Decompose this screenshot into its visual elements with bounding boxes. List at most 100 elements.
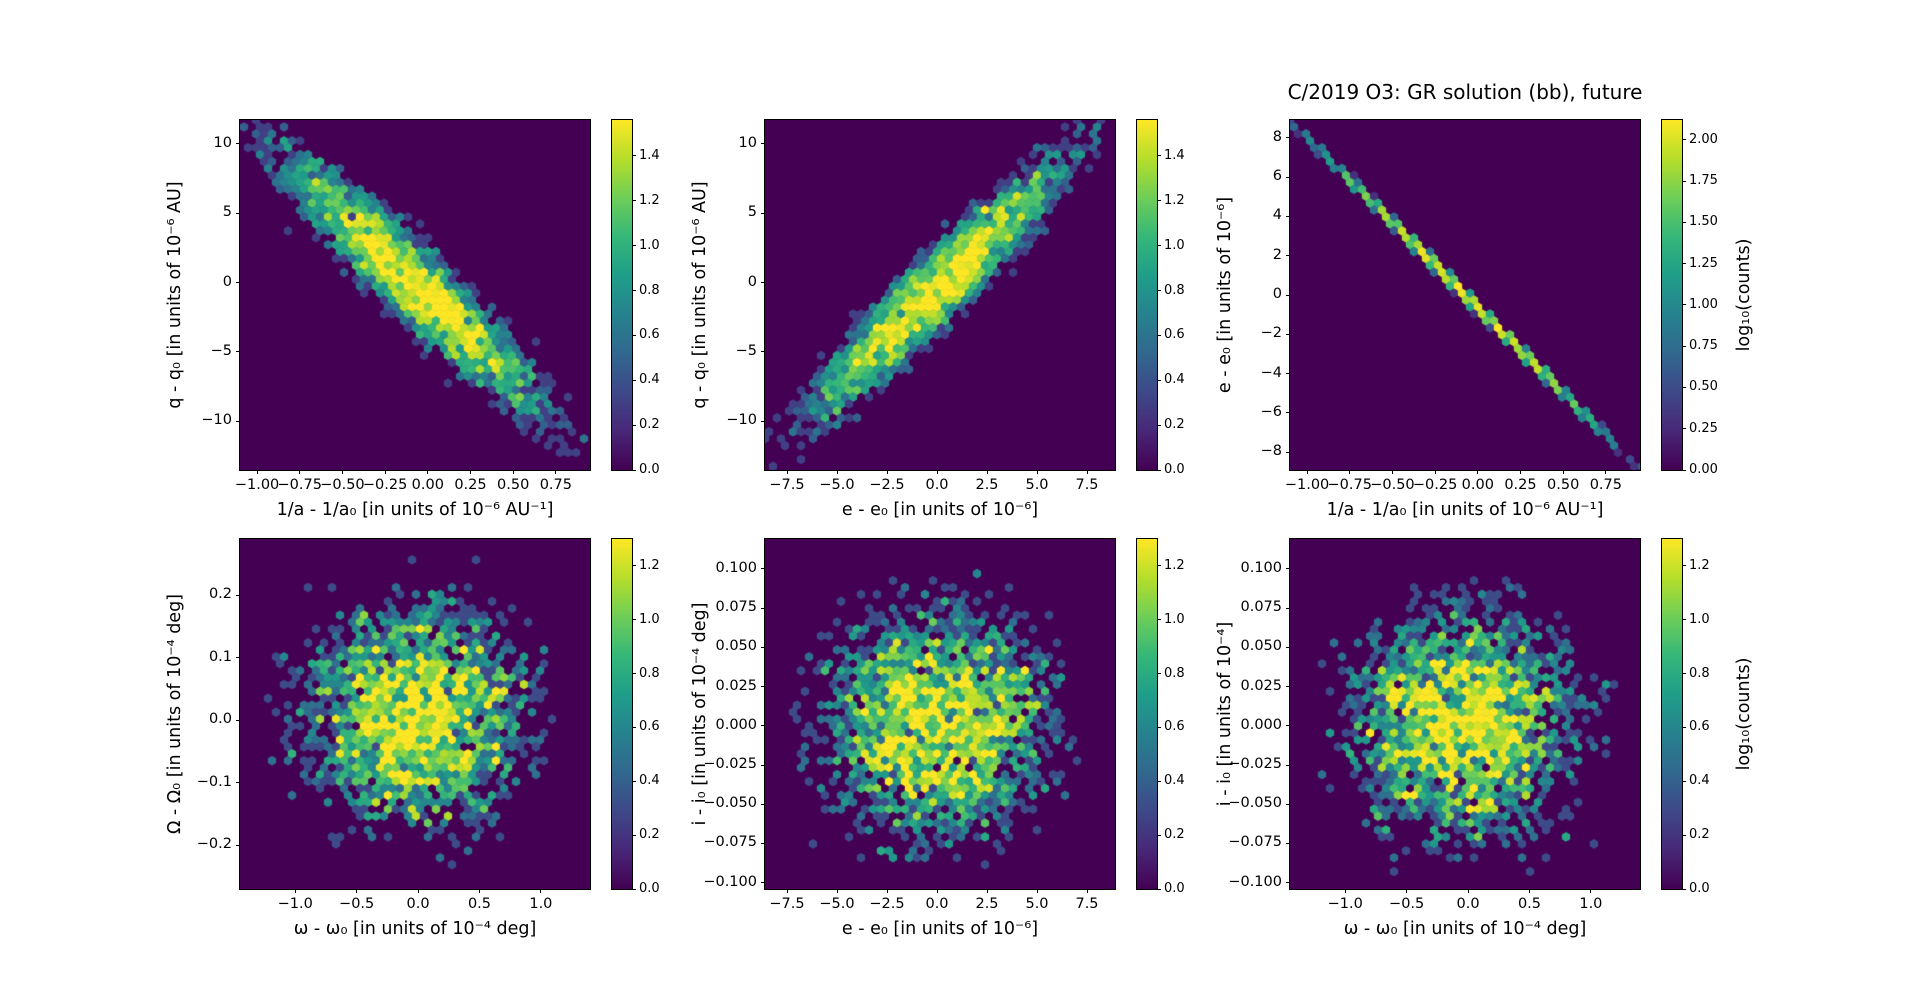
y-axis-label: i - i₀ [in units of 10⁻⁴] (1215, 621, 1235, 807)
colorbar-tick-mark (1682, 428, 1686, 430)
colorbar-tick-label: 0.4 (1689, 773, 1710, 789)
colorbar-tick-label: 0.2 (639, 417, 660, 433)
x-tick-mark (256, 470, 258, 474)
x-tick-label: 0.0 (1456, 896, 1480, 912)
subplot-q-vs-e: −7.5 −5.0 −2.5 0.0 2.5 5.0 7.5 10 5 0 −5 −10 e - e₀ … (690, 119, 1185, 520)
subplot-e-vs-1a: −1.00 −0.75 −0.50 −0.25 0.00 0.25 0.50 0.75 8 6 4 2… (1215, 119, 1754, 520)
hexbin-canvas-e-vs-1a (1290, 120, 1640, 470)
y-tick-label: 0.075 (1240, 599, 1282, 616)
colorbar-tick-label: 0.8 (1689, 665, 1710, 681)
colorbar-label: log₁₀(counts) (1734, 657, 1754, 771)
y-axis-label: q - q₀ [in units of 10⁻⁶ AU] (690, 181, 710, 409)
y-tick-mark (1286, 294, 1290, 296)
y-tick-label: −5 (735, 342, 757, 359)
x-tick-mark (886, 889, 888, 893)
y-tick-label: −4 (1260, 364, 1282, 381)
y-tick-mark (1286, 137, 1290, 139)
y-tick-label: −0.025 (1228, 756, 1282, 772)
x-tick-label: −2.5 (869, 477, 905, 493)
colorbar-tick-mark (1682, 304, 1686, 306)
colorbar-tick-label: 0.4 (1164, 372, 1185, 388)
y-tick-mark (761, 420, 765, 422)
colorbar-Om-vs-om: 0.0 0.2 0.4 0.6 0.8 1.0 1.2 (611, 538, 660, 896)
x-axis-label: 1/a - 1/a₀ [in units of 10⁻⁶ AU⁻¹] (1326, 500, 1604, 520)
colorbar-tick-label: 0.0 (1689, 881, 1710, 896)
x-tick-label: 0.00 (411, 477, 444, 493)
subplot-i-vs-om: −1.0 −0.5 0.0 0.5 1.0 0.100 0.075 0.050 0.025 0.0… (1215, 538, 1754, 939)
y-tick-label: 4 (1272, 207, 1282, 224)
y-tick-label: 0.050 (1240, 638, 1282, 655)
x-tick-label: 0.00 (1461, 477, 1494, 493)
colorbar-tick-mark (632, 245, 636, 247)
y-tick-mark (236, 351, 240, 353)
figure-title: C/2019 O3: GR solution (bb), future (1287, 80, 1643, 104)
x-tick-mark (427, 470, 429, 474)
colorbar-tick-label: 0.4 (1164, 773, 1185, 789)
x-tick-label: 0.25 (1504, 477, 1537, 493)
x-tick-mark (294, 889, 296, 893)
colorbar-gradient (1662, 120, 1682, 470)
y-tick-label: −10 (201, 412, 232, 429)
x-tick-mark (1590, 889, 1592, 893)
colorbar-tick-label: 0.8 (639, 665, 660, 681)
colorbar-tick-mark (632, 726, 636, 728)
colorbar-tick-label: 0.0 (639, 462, 660, 477)
y-tick-mark (1286, 764, 1290, 766)
colorbar-tick-mark (632, 155, 636, 157)
colorbar-tick-mark (1157, 673, 1161, 675)
y-tick-mark (761, 725, 765, 727)
y-tick-mark (761, 803, 765, 805)
colorbar-tick-mark (1682, 180, 1686, 182)
x-tick-mark (478, 889, 480, 893)
colorbar-tick-label: 1.00 (1689, 296, 1718, 312)
y-tick-label: −0.100 (703, 873, 757, 890)
y-tick-label: −8 (1260, 443, 1282, 460)
x-tick-mark (1036, 470, 1038, 474)
colorbar-i-vs-e: 0.0 0.2 0.4 0.6 0.8 1.0 1.2 (1136, 538, 1185, 896)
y-tick-mark (1286, 803, 1290, 805)
x-tick-mark (786, 889, 788, 893)
y-tick-label: −6 (1260, 403, 1282, 420)
hexbin-canvas-i-vs-e (765, 539, 1115, 889)
x-tick-label: 0.25 (454, 477, 487, 493)
colorbar-tick-label: 0.4 (639, 372, 660, 388)
colorbar-tick-label: 1.2 (639, 557, 660, 573)
y-tick-label: 0 (747, 273, 757, 290)
colorbar-tick-label: 0.6 (1689, 719, 1710, 735)
colorbar-tick-label: 0.0 (1164, 462, 1185, 477)
colorbar-tick-mark (632, 673, 636, 675)
x-tick-label: 5.0 (1025, 477, 1049, 493)
colorbar-tick-label: 0.50 (1689, 379, 1718, 395)
y-tick-mark (1286, 451, 1290, 453)
colorbar-tick-label: 0.0 (639, 881, 660, 896)
y-tick-mark (1286, 255, 1290, 257)
colorbar-tick-mark (1682, 263, 1686, 265)
x-tick-label: 1.0 (529, 896, 553, 912)
colorbar-tick-label: 0.8 (1164, 665, 1185, 681)
y-tick-label: 5 (222, 204, 232, 221)
colorbar-gradient (1662, 539, 1682, 889)
x-tick-mark (555, 470, 557, 474)
colorbar-tick-label: 0.75 (1689, 338, 1718, 354)
y-tick-mark (761, 351, 765, 353)
colorbar-tick-label: 0.2 (1164, 417, 1185, 433)
y-tick-mark (236, 420, 240, 422)
hexbin-canvas-q-vs-1a (240, 120, 590, 470)
y-tick-mark (761, 282, 765, 283)
x-tick-label: 0.0 (406, 896, 430, 912)
colorbar-tick-label: 1.2 (1164, 557, 1185, 573)
colorbar-tick-mark (1157, 200, 1161, 202)
colorbar-tick-label: 0.2 (1689, 827, 1710, 843)
colorbar-tick-label: 0.0 (1164, 881, 1185, 896)
subplot-Om-vs-om: −1.0 −0.5 0.0 0.5 1.0 0.2 0.1 0.0 −0.1 −0.2 ω - ω₀… (165, 538, 660, 939)
x-tick-label: 0.50 (497, 477, 530, 493)
x-tick-mark (384, 470, 386, 474)
y-tick-label: −5 (210, 342, 232, 359)
colorbar-tick-label: 1.4 (1164, 147, 1185, 163)
colorbar-tick-label: 0.4 (639, 773, 660, 789)
x-tick-mark (299, 470, 301, 474)
y-tick-mark (1286, 842, 1290, 844)
colorbar-tick-label: 0.6 (1164, 327, 1185, 343)
y-axis-label: q - q₀ [in units of 10⁻⁶ AU] (165, 181, 185, 409)
colorbar-tick-mark (1157, 780, 1161, 782)
